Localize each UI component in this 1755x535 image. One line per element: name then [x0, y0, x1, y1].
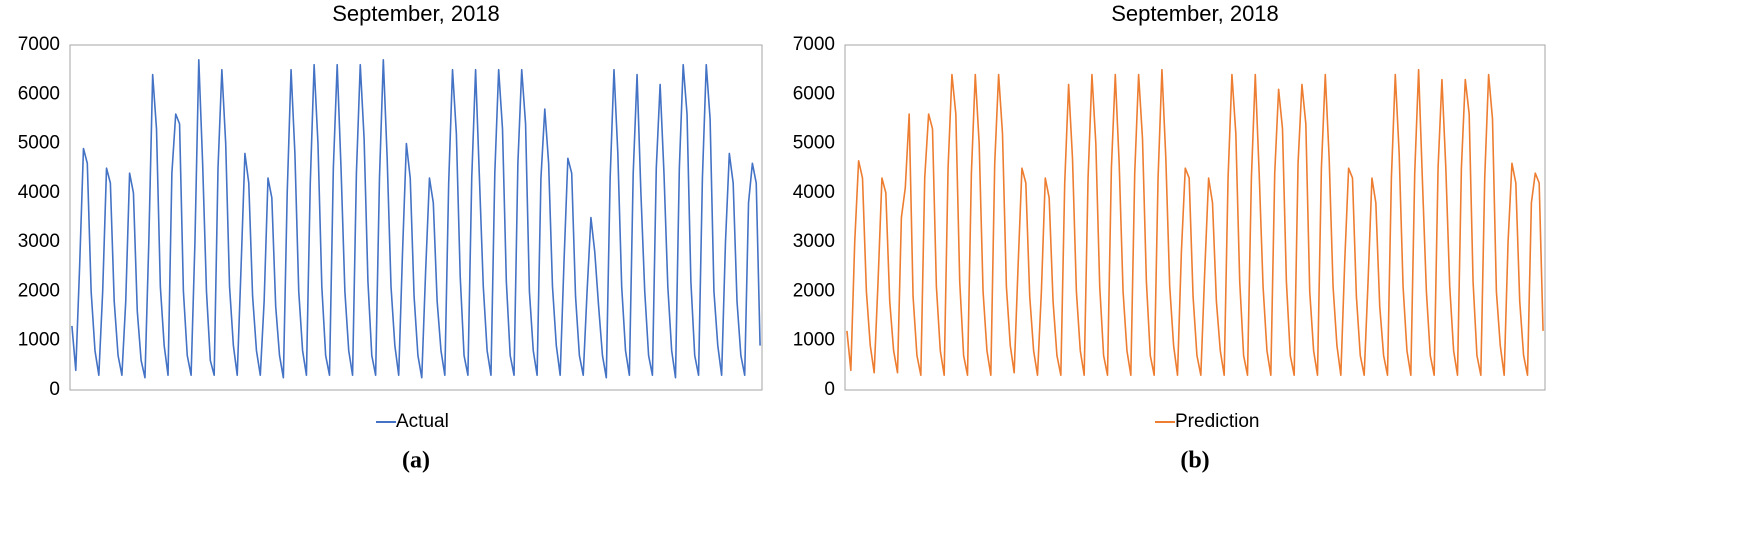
- plot-area: [69, 44, 763, 391]
- plot-area: [844, 44, 1546, 391]
- caption: (b): [1180, 448, 1209, 474]
- y-tick-label: 2000: [18, 280, 60, 301]
- y-tick-label: 4000: [793, 182, 835, 203]
- y-tick-label: 1000: [18, 330, 60, 351]
- legend-label: Actual: [396, 411, 449, 432]
- data-line: [846, 68, 1544, 377]
- y-tick-label: 5000: [793, 133, 835, 154]
- chart-title: September, 2018: [332, 1, 500, 26]
- y-tick-label: 0: [824, 379, 835, 400]
- chart-title: September, 2018: [1111, 1, 1279, 26]
- y-tick-label: 0: [49, 379, 60, 400]
- y-tick-label: 3000: [793, 231, 835, 252]
- y-tick-label: 2000: [793, 280, 835, 301]
- y-tick-label: 1000: [793, 330, 835, 351]
- y-tick-label: 7000: [793, 34, 835, 55]
- caption: (a): [402, 448, 430, 474]
- y-tick-label: 6000: [793, 83, 835, 104]
- y-tick-label: 6000: [18, 83, 60, 104]
- data-line: [71, 58, 761, 379]
- y-tick-label: 7000: [18, 34, 60, 55]
- y-tick-label: 5000: [18, 133, 60, 154]
- y-tick-label: 3000: [18, 231, 60, 252]
- legend-label: Prediction: [1175, 411, 1260, 432]
- y-tick-label: 4000: [18, 182, 60, 203]
